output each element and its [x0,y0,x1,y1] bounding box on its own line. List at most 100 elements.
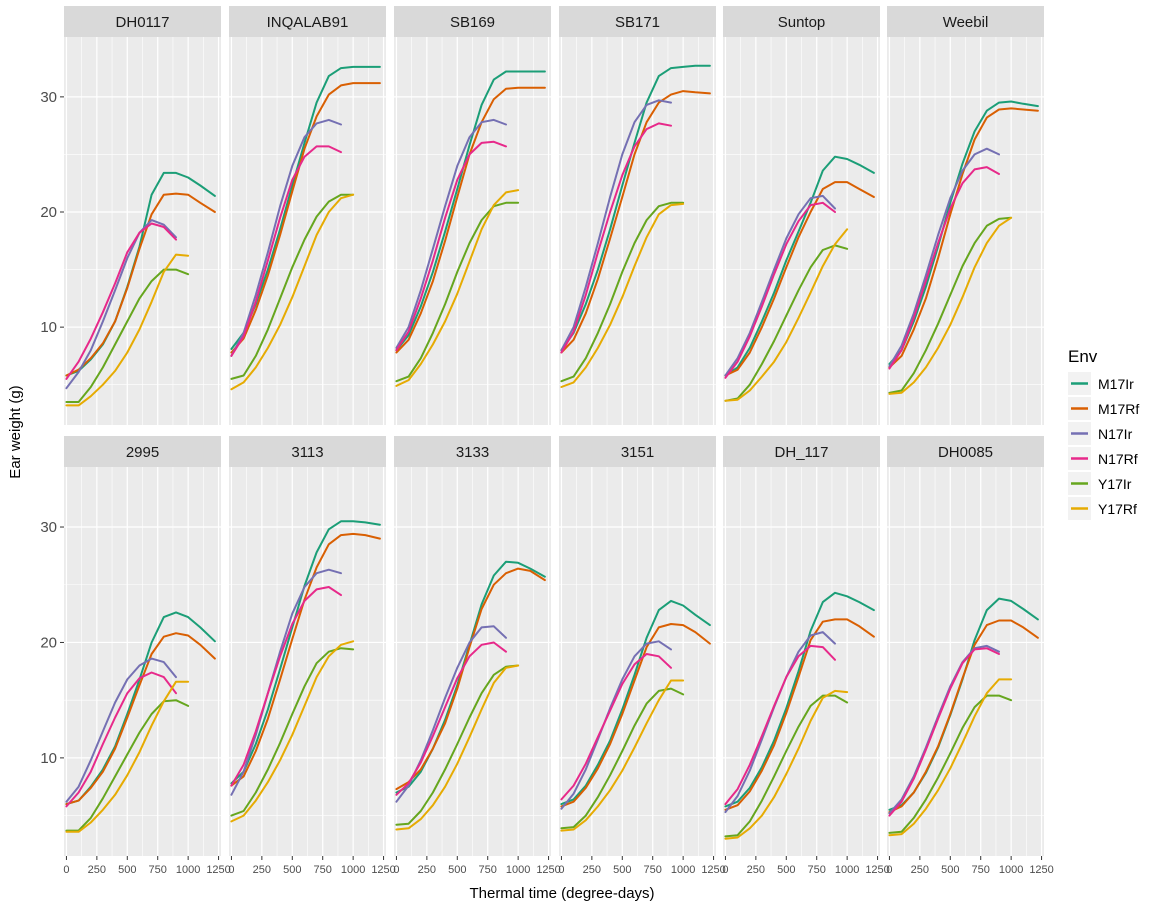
facet-label: 3133 [456,444,489,461]
facet-strip [559,6,716,37]
facet-label: DH0117 [116,14,170,31]
series-line-y17rf [230,193,355,391]
facet-label: Suntop [778,14,826,31]
facet-label: INQALAB91 [267,14,349,31]
legend-item-n17rf: N17Rf [1068,447,1138,470]
legend-item-n17ir: N17Ir [1068,422,1133,445]
facet-label: DH0085 [938,444,993,461]
series-line-m17rf [724,181,875,377]
legend-label: N17Ir [1098,426,1133,442]
facet-panels: DH0117 INQALAB91 SB169 SB171 Suntop Weebil 299… [64,6,1044,856]
series-line-y17rf [65,680,190,833]
legend-label: M17Rf [1098,401,1139,417]
x-tick-label: 250 [253,864,271,876]
legend-item-y17rf: Y17Rf [1068,497,1137,520]
x-tick-label: 1250 [865,864,889,876]
series-line-y17rf [888,216,1013,395]
facet-panel-dh-117: DH_117 [723,436,880,856]
series-line-y17rf [724,689,849,840]
series-line-m17rf [560,623,711,808]
series-line-n17ir [724,194,836,377]
x-tick-label: 1250 [536,864,560,876]
x-tick-label: 1250 [206,864,230,876]
x-tick-label: 750 [149,864,167,876]
series-line-y17ir [888,694,1013,834]
x-tick-label: 750 [479,864,497,876]
legend-item-m17rf: M17Rf [1068,397,1139,420]
series-line-y17rf [560,202,685,388]
x-tick-label: 750 [808,864,826,876]
series-line-m17rf [888,619,1039,814]
legend-item-m17ir: M17Ir [1068,372,1134,395]
series-line-m17rf [724,618,875,811]
series-line-y17rf [395,189,520,387]
series-line-y17ir [65,268,190,403]
facet-panel-3151: 3151 [559,436,716,856]
series-line-y17rf [65,253,190,407]
facet-strip [229,6,386,37]
facet-strip [394,436,551,467]
x-tick-label: 500 [118,864,136,876]
y-tick-label: 10 [40,319,57,336]
series-line-n17rf [65,671,177,808]
facet-label: 2995 [126,444,159,461]
series-line-n17ir [65,219,177,390]
x-tick-label: 0 [886,864,892,876]
x-tick-label: 1000 [999,864,1023,876]
x-tick-label: 0 [722,864,728,876]
series-line-m17rf [65,192,216,377]
x-tick-label: 750 [972,864,990,876]
y-tick-label: 10 [40,750,57,767]
facet-strip [394,6,551,37]
x-tick-label: 500 [777,864,795,876]
facet-panel-3133: 3133 [394,436,551,856]
x-tick-label: 1000 [671,864,695,876]
series-line-y17ir [560,687,685,830]
facet-panel-dh0085: DH0085 [887,436,1044,856]
facet-panel-2995: 2995 [64,436,221,856]
facet-strip [64,436,221,467]
x-tick-label: 250 [911,864,929,876]
facet-strip [229,436,386,467]
x-tick-label: 0 [63,864,69,876]
series-line-n17ir [888,147,1000,368]
legend-item-y17ir: Y17Ir [1068,472,1132,495]
x-tick-label: 1250 [701,864,725,876]
y-tick-label: 30 [40,89,57,106]
x-axis-title: Thermal time (degree-days) [469,885,654,902]
legend-title: Env [1068,347,1098,366]
facet-strip [723,6,880,37]
series-line-n17rf [724,201,836,379]
x-tick-label: 250 [88,864,106,876]
series-line-y17ir [560,201,685,383]
legend-label: Y17Rf [1098,501,1137,517]
x-tick-label: 1250 [1029,864,1053,876]
facet-label: 3113 [291,444,323,461]
x-tick-label: 750 [644,864,662,876]
series-line-n17ir [560,99,672,352]
series-line-y17rf [230,640,355,823]
x-tick-label: 500 [283,864,301,876]
series-line-n17ir [230,118,342,357]
x-tick-label: 1000 [176,864,200,876]
series-line-n17rf [230,145,342,357]
series-line-n17rf [724,644,836,806]
x-tick-label: 0 [393,864,399,876]
series-line-n17rf [395,641,507,796]
x-tick-label: 250 [418,864,436,876]
facet-panel-sb171: SB171 [559,6,716,425]
facet-strip [887,436,1044,467]
series-line-n17ir [230,568,342,796]
x-tick-label: 500 [448,864,466,876]
facet-panel-suntop: Suntop [723,6,880,425]
series-line-n17rf [65,222,177,380]
series-line-n17rf [560,122,672,354]
x-tick-label: 1000 [341,864,365,876]
series-line-n17ir [560,640,672,810]
series-line-m17rf [65,632,216,806]
facet-label: 3151 [621,444,654,461]
series-line-y17rf [560,679,685,832]
series-line-y17ir [888,216,1013,394]
series-line-n17rf [230,586,342,787]
